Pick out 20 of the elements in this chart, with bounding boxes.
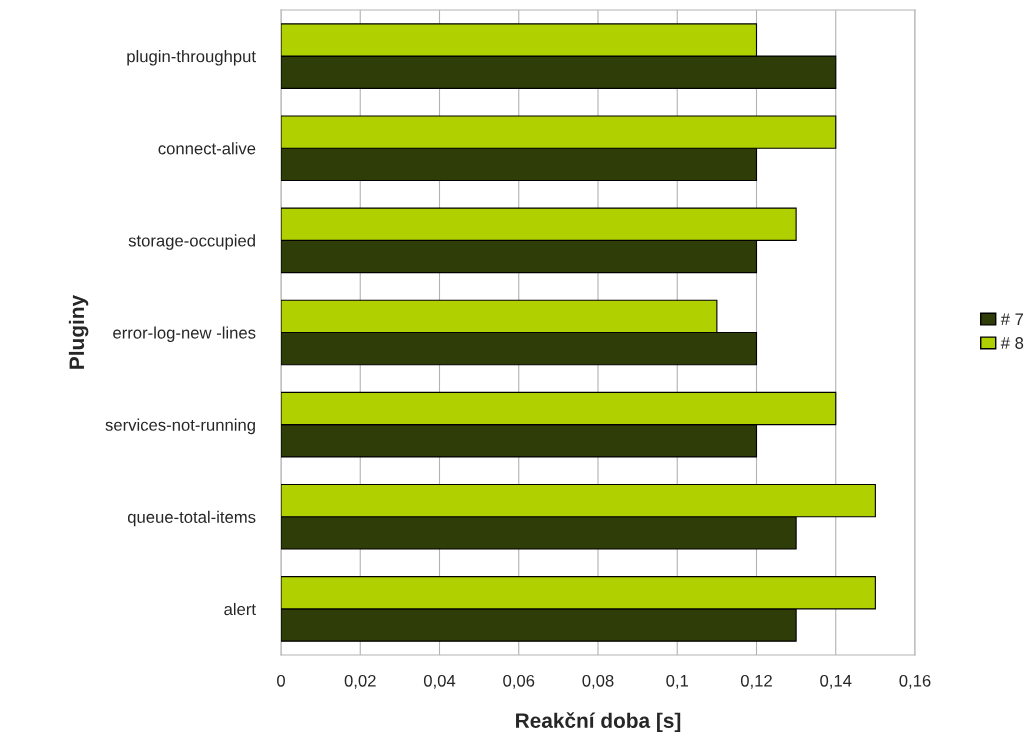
legend-label: # 8 (1000, 337, 1024, 349)
x-tick-label: 0 (277, 674, 285, 687)
y-tick-label: services-not-running (105, 418, 255, 435)
x-tick-label: 0,16 (899, 674, 931, 689)
x-tick-label: 0,14 (820, 674, 852, 689)
y-tick-label: connect-alive (158, 142, 256, 155)
y-tick-label: error-log-new -lines (113, 326, 256, 342)
x-tick-label: 0,04 (423, 674, 456, 689)
x-tick-label: 0,12 (740, 674, 772, 689)
x-tick-label: 0,1 (666, 674, 689, 689)
x-tick-label: 0,06 (503, 674, 535, 689)
x-tick-label: 0,02 (344, 674, 376, 689)
y-tick-label: plugin-throughput (127, 50, 256, 66)
y-axis-title: Pluginy (68, 294, 89, 369)
x-tick-label: 0,08 (582, 674, 614, 689)
y-tick-label: storage-occupied (128, 234, 255, 250)
y-tick-label: queue-total-items (127, 510, 256, 527)
legend-label: # 7 (1000, 313, 1024, 325)
y-tick-label: alert (224, 602, 256, 616)
x-axis-title: Reakční doba [s] (516, 712, 681, 733)
